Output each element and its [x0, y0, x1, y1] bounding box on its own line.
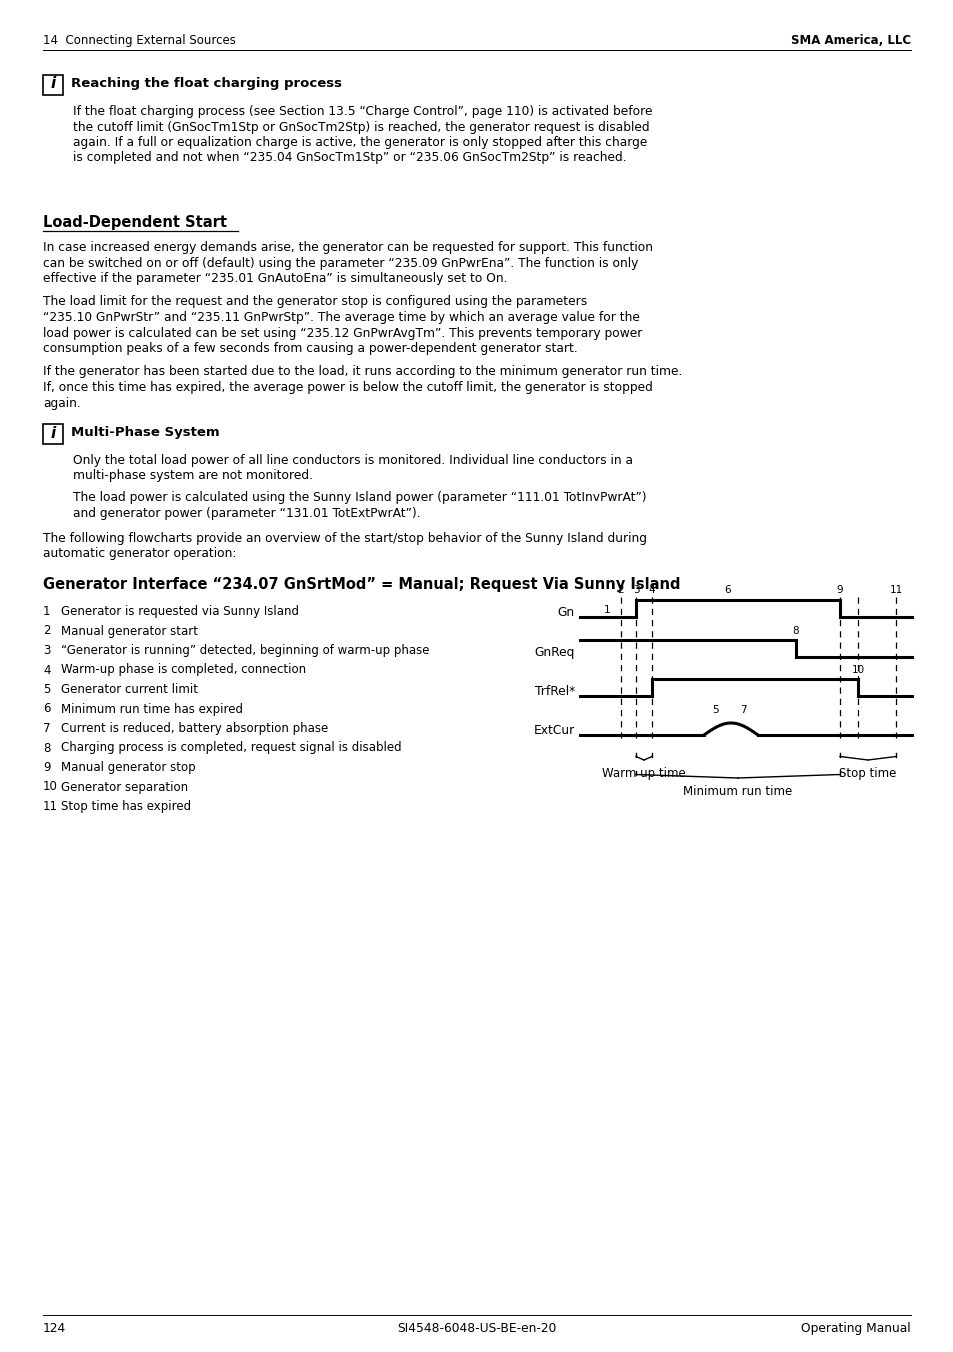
- Text: the cutoff limit (GnSocTm1Stp or GnSocTm2Stp) is reached, the generator request : the cutoff limit (GnSocTm1Stp or GnSocTm…: [73, 120, 649, 134]
- Text: 4: 4: [43, 664, 51, 676]
- Text: SI4548-6048-US-BE-en-20: SI4548-6048-US-BE-en-20: [396, 1322, 557, 1334]
- Text: 124: 124: [43, 1322, 66, 1334]
- Text: 11: 11: [43, 800, 58, 813]
- Text: and generator power (parameter “131.01 TotExtPwrAt”).: and generator power (parameter “131.01 T…: [73, 507, 420, 519]
- Text: The load power is calculated using the Sunny Island power (parameter “111.01 Tot: The load power is calculated using the S…: [73, 491, 646, 504]
- Text: Generator Interface “234.07 GnSrtMod” = Manual; Request Via Sunny Island: Generator Interface “234.07 GnSrtMod” = …: [43, 577, 679, 592]
- Text: 11: 11: [888, 585, 902, 595]
- Text: i: i: [51, 77, 55, 92]
- Text: 9: 9: [43, 761, 51, 773]
- Text: Only the total load power of all line conductors is monitored. Individual line c: Only the total load power of all line co…: [73, 454, 633, 466]
- Text: i: i: [51, 426, 55, 441]
- Text: GnReq: GnReq: [534, 646, 575, 658]
- Text: 8: 8: [792, 626, 799, 635]
- Text: 14  Connecting External Sources: 14 Connecting External Sources: [43, 34, 235, 47]
- Text: 6: 6: [43, 703, 51, 715]
- Text: Generator current limit: Generator current limit: [61, 683, 198, 696]
- Text: Warm-up phase is completed, connection: Warm-up phase is completed, connection: [61, 664, 306, 676]
- Text: The load limit for the request and the generator stop is configured using the pa: The load limit for the request and the g…: [43, 296, 587, 308]
- Text: 6: 6: [724, 585, 731, 595]
- Text: 1: 1: [603, 604, 610, 615]
- Text: 5: 5: [712, 704, 719, 715]
- Text: 10: 10: [43, 780, 58, 794]
- Text: “Generator is running” detected, beginning of warm-up phase: “Generator is running” detected, beginni…: [61, 644, 429, 657]
- Text: 5: 5: [43, 683, 51, 696]
- Bar: [43, 74, 63, 95]
- Text: is completed and not when “235.04 GnSocTm1Stp” or “235.06 GnSocTm2Stp” is reache: is completed and not when “235.04 GnSocT…: [73, 151, 626, 165]
- Text: Warm up time: Warm up time: [601, 767, 685, 780]
- Bar: [43, 425, 63, 443]
- Text: 2: 2: [617, 585, 623, 595]
- Text: can be switched on or off (default) using the parameter “235.09 GnPwrEna”. The f: can be switched on or off (default) usin…: [43, 257, 638, 269]
- Text: TrfRel*: TrfRel*: [535, 685, 575, 698]
- Text: Current is reduced, battery absorption phase: Current is reduced, battery absorption p…: [61, 722, 328, 735]
- Text: effective if the parameter “235.01 GnAutoEna” is simultaneously set to On.: effective if the parameter “235.01 GnAut…: [43, 272, 507, 285]
- Text: 9: 9: [836, 585, 842, 595]
- Text: 7: 7: [43, 722, 51, 735]
- Text: Generator is requested via Sunny Island: Generator is requested via Sunny Island: [61, 604, 298, 618]
- Text: Reaching the float charging process: Reaching the float charging process: [71, 77, 341, 91]
- Text: Generator separation: Generator separation: [61, 780, 188, 794]
- Text: If the generator has been started due to the load, it runs according to the mini: If the generator has been started due to…: [43, 365, 681, 379]
- Text: Multi-Phase System: Multi-Phase System: [71, 426, 219, 439]
- Text: 2: 2: [43, 625, 51, 638]
- Text: 10: 10: [850, 665, 863, 675]
- Text: multi-phase system are not monitored.: multi-phase system are not monitored.: [73, 469, 313, 483]
- Text: Stop time has expired: Stop time has expired: [61, 800, 191, 813]
- Text: Minimum run time has expired: Minimum run time has expired: [61, 703, 243, 715]
- Text: 1: 1: [43, 604, 51, 618]
- Text: Minimum run time: Minimum run time: [682, 786, 792, 798]
- Text: consumption peaks of a few seconds from causing a power-dependent generator star: consumption peaks of a few seconds from …: [43, 342, 578, 356]
- Text: 3: 3: [43, 644, 51, 657]
- Text: again. If a full or equalization charge is active, the generator is only stopped: again. If a full or equalization charge …: [73, 137, 647, 149]
- Text: Manual generator start: Manual generator start: [61, 625, 198, 638]
- Text: ExtCur: ExtCur: [533, 725, 575, 737]
- Text: again.: again.: [43, 396, 81, 410]
- Text: Charging process is completed, request signal is disabled: Charging process is completed, request s…: [61, 741, 401, 754]
- Text: 4: 4: [648, 585, 655, 595]
- Text: “235.10 GnPwrStr” and “235.11 GnPwrStp”. The average time by which an average va: “235.10 GnPwrStr” and “235.11 GnPwrStp”.…: [43, 311, 639, 324]
- Text: SMA America, LLC: SMA America, LLC: [790, 34, 910, 47]
- Text: If the float charging process (see Section 13.5 “Charge Control”, page 110) is a: If the float charging process (see Secti…: [73, 105, 652, 118]
- Text: 7: 7: [739, 704, 745, 715]
- Text: Operating Manual: Operating Manual: [801, 1322, 910, 1334]
- Text: Gn: Gn: [558, 606, 575, 619]
- Text: load power is calculated can be set using “235.12 GnPwrAvgTm”. This prevents tem: load power is calculated can be set usin…: [43, 326, 641, 339]
- Text: Stop time: Stop time: [839, 767, 896, 780]
- Text: Manual generator stop: Manual generator stop: [61, 761, 195, 773]
- Text: The following flowcharts provide an overview of the start/stop behavior of the S: The following flowcharts provide an over…: [43, 531, 646, 545]
- Text: automatic generator operation:: automatic generator operation:: [43, 548, 236, 561]
- Text: 3: 3: [632, 585, 639, 595]
- Text: 8: 8: [43, 741, 51, 754]
- Text: In case increased energy demands arise, the generator can be requested for suppo: In case increased energy demands arise, …: [43, 241, 652, 254]
- Text: Load-Dependent Start: Load-Dependent Start: [43, 215, 227, 230]
- Text: If, once this time has expired, the average power is below the cutoff limit, the: If, once this time has expired, the aver…: [43, 381, 652, 393]
